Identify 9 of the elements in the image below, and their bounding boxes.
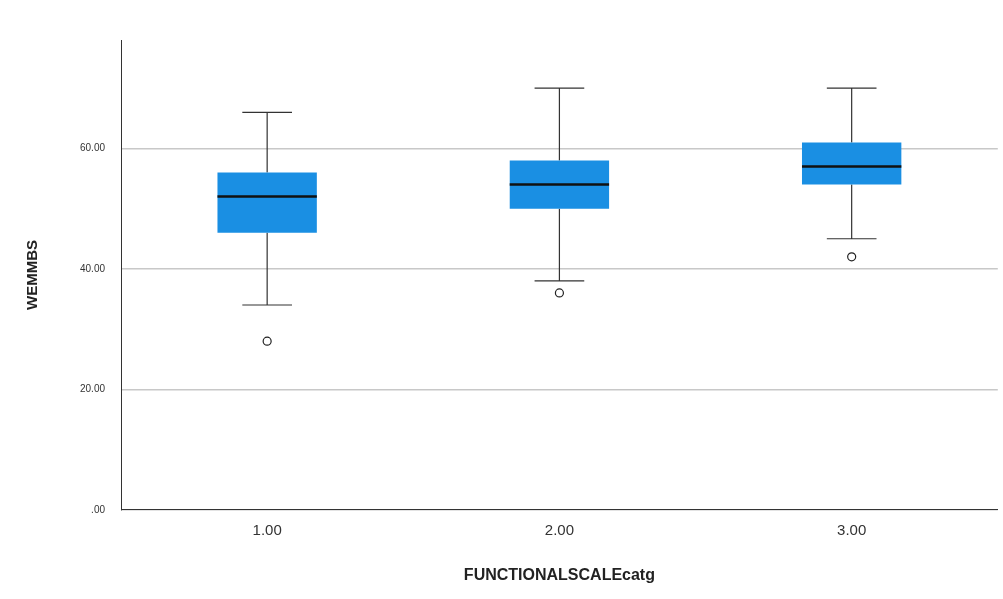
- x-tick-label: 2.00: [544, 520, 575, 538]
- x-tick-label: 3.00: [837, 520, 867, 538]
- y-tick-label: 40.00: [79, 262, 106, 274]
- y-tick-label: .00: [91, 503, 106, 515]
- x-tick-label: 1.00: [252, 520, 282, 538]
- y-tick-label: 60.00: [79, 142, 106, 154]
- y-axis-title: WEMMBS: [23, 239, 41, 310]
- y-tick-label: 20.00: [79, 383, 106, 395]
- x-axis-title: FUNCTIONALSCALEcatg: [463, 565, 655, 583]
